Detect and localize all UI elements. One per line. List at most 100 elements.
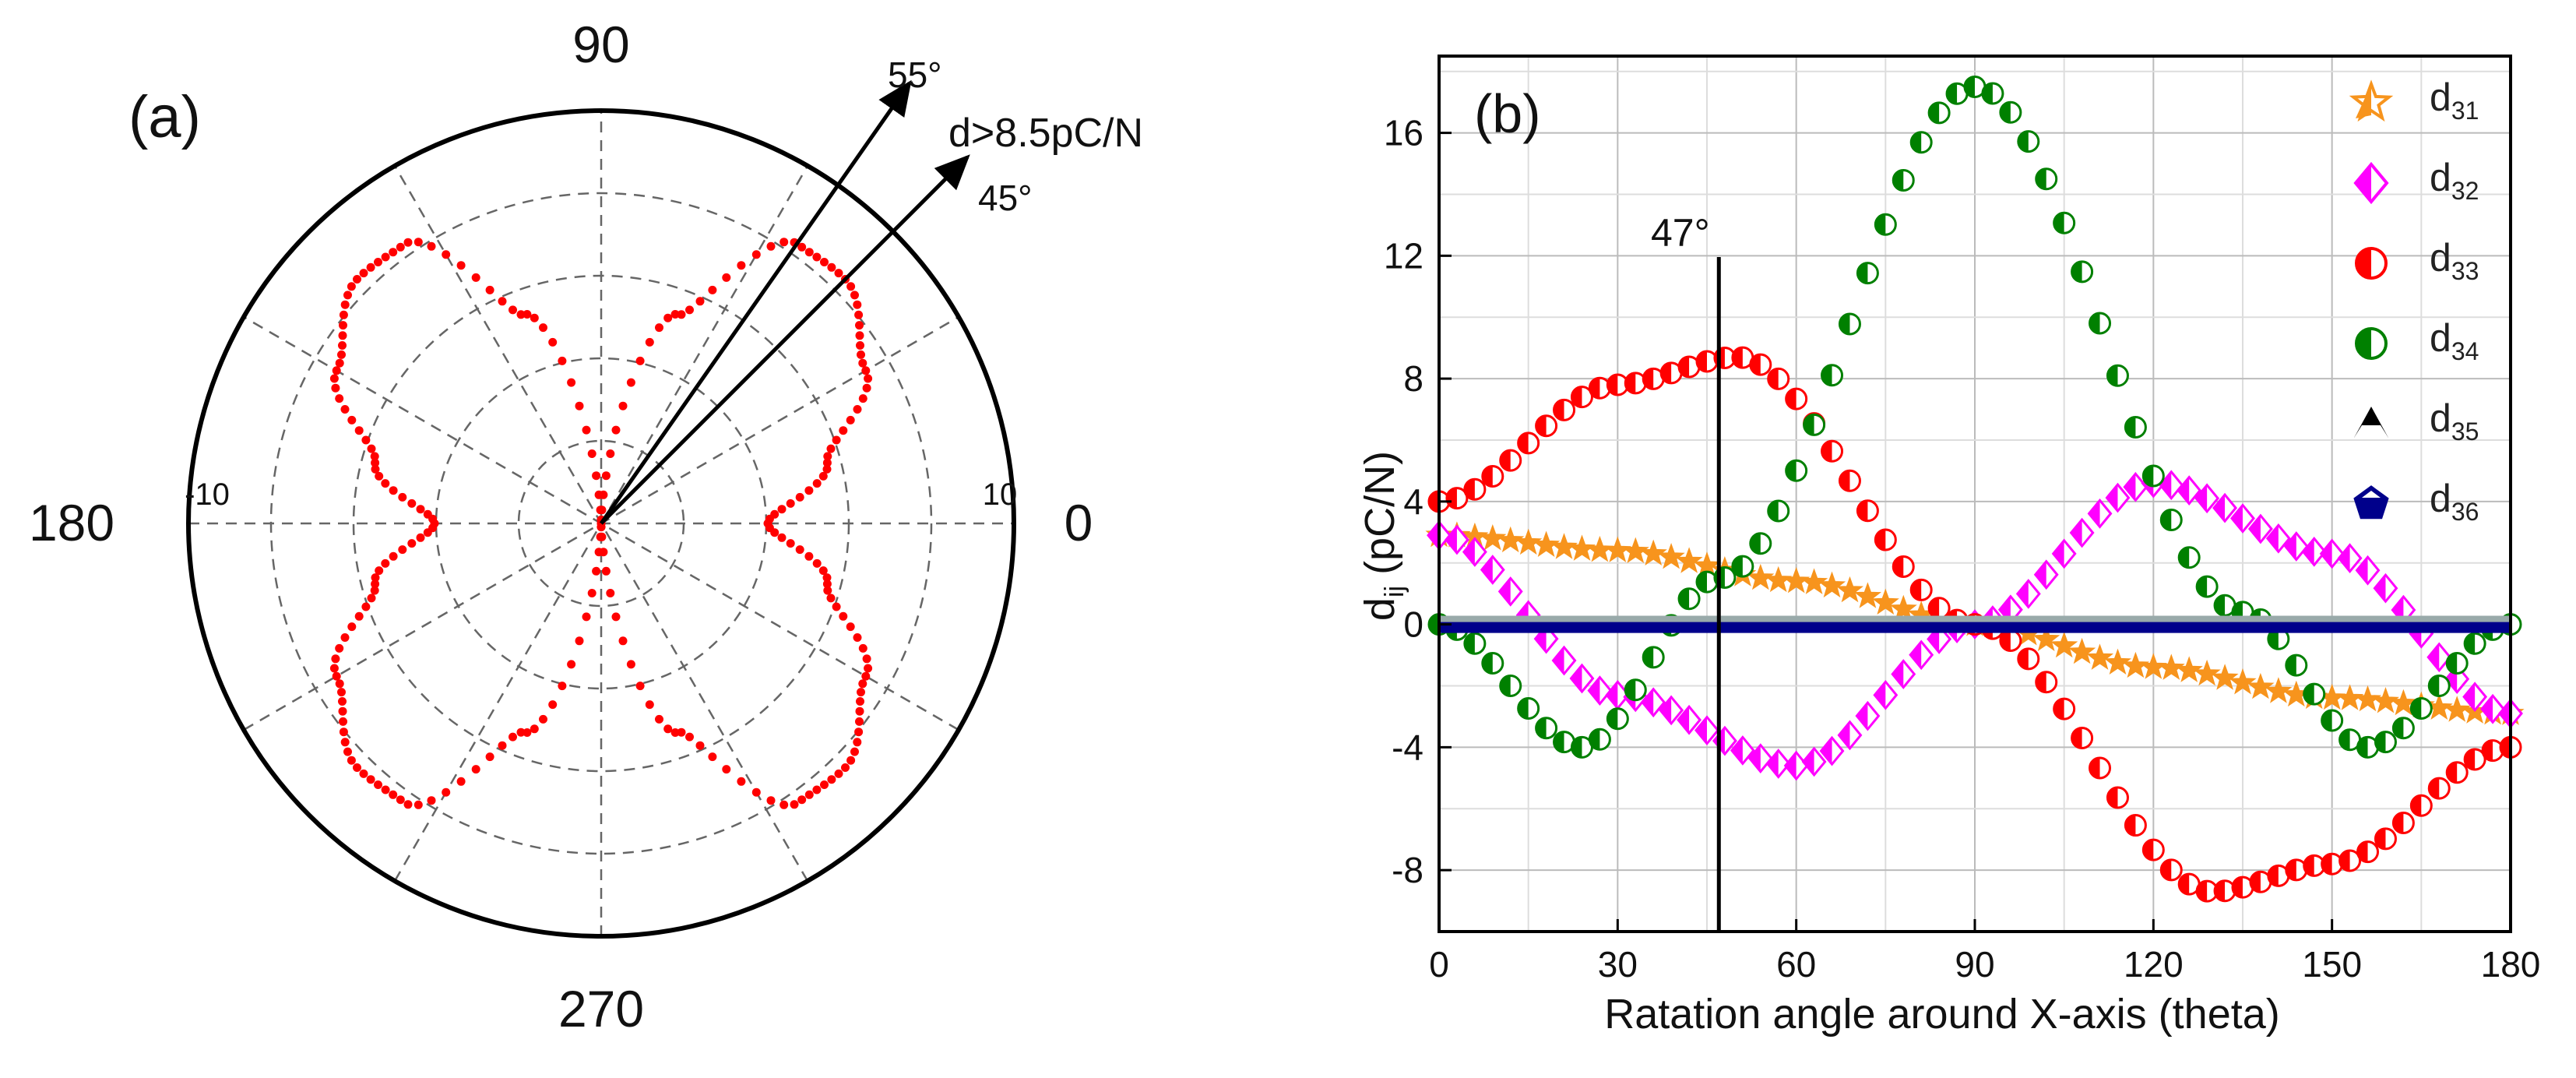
polar-point <box>596 506 605 515</box>
d33-point-fill <box>1786 389 1797 410</box>
d34-point-fill <box>1732 556 1743 577</box>
polar-point <box>861 366 871 375</box>
polar-point <box>820 780 829 789</box>
polar-point <box>587 589 596 597</box>
polar-point <box>655 323 663 333</box>
polar-point <box>389 790 398 799</box>
d33-point-fill <box>2197 881 2208 902</box>
d32-point-fill <box>1821 738 1832 765</box>
polar-point <box>335 394 344 403</box>
d31-point <box>1765 565 1793 593</box>
d34-point-fill <box>2018 131 2029 152</box>
d32-point-fill <box>2071 520 2082 547</box>
d32-point-fill <box>2356 557 2368 584</box>
polar-point <box>471 273 480 282</box>
polar-point <box>375 471 384 481</box>
polar-point <box>456 777 466 786</box>
polar-point <box>777 505 787 514</box>
series-d36 <box>1439 615 2511 633</box>
d33-point-fill <box>2215 880 2226 901</box>
polar-point <box>855 331 864 340</box>
polar-point <box>854 727 864 737</box>
d31-point <box>1675 547 1703 573</box>
d33-point-fill <box>2000 630 2011 651</box>
polar-point <box>416 533 425 542</box>
polar-point <box>812 558 822 568</box>
polar-point <box>353 275 361 284</box>
polar-point <box>381 785 390 794</box>
d33-point-fill <box>1839 470 1850 491</box>
polar-point <box>832 435 841 445</box>
d32-point-fill <box>1428 522 1439 549</box>
d31-point <box>2086 643 2114 670</box>
d34-point-fill <box>1768 500 1779 521</box>
d34-point-fill <box>2465 633 2476 654</box>
polar-point <box>626 660 635 669</box>
d34-point-fill <box>2215 595 2226 616</box>
polar-point <box>413 800 423 809</box>
polar-point <box>804 551 814 561</box>
d32-point-fill <box>2214 495 2226 522</box>
d33-point-fill <box>1732 347 1743 368</box>
d33-point-fill <box>2179 874 2190 895</box>
legend-item-d34: d34 <box>2328 309 2562 386</box>
d33-point-fill <box>2375 828 2386 849</box>
d31-point <box>1747 563 1775 590</box>
polar-point <box>777 533 787 542</box>
d34-point-fill <box>2429 675 2440 696</box>
d32-point-fill <box>2321 540 2332 567</box>
d32-point-fill <box>1553 647 1564 675</box>
d32-point-fill <box>2428 643 2440 671</box>
d33-point-fill <box>2107 787 2118 808</box>
d32-point-fill <box>1892 661 1904 688</box>
y-tick-label: 4 <box>1403 481 1423 522</box>
d33-point-fill <box>2357 841 2368 862</box>
polar-point <box>381 558 390 568</box>
d34-point-fill <box>2053 213 2064 234</box>
polar-point <box>398 545 407 555</box>
y-axis-title-main: d <box>1357 597 1403 621</box>
polar-point <box>853 738 862 747</box>
legend-triangle-lower <box>2354 425 2388 438</box>
d33-point-fill <box>2250 872 2261 893</box>
polar-point <box>592 566 601 576</box>
polar-point <box>685 732 694 742</box>
polar-point <box>416 505 425 514</box>
d34-point-fill <box>2447 653 2458 674</box>
d31-point <box>2193 659 2221 686</box>
polar-point <box>587 449 596 458</box>
polar-point <box>582 612 591 622</box>
d32-point-fill <box>1606 682 1618 709</box>
polar-point <box>335 358 344 368</box>
polar-point <box>539 714 547 724</box>
d34-point-fill <box>1750 533 1761 554</box>
polar-point <box>645 700 654 710</box>
polar-point <box>523 728 532 737</box>
polar-point <box>558 682 567 691</box>
polar-point <box>354 611 364 621</box>
polar-point <box>635 682 645 691</box>
d32-point-fill <box>1660 696 1672 724</box>
d33-point-fill <box>1589 378 1600 399</box>
d33-point-fill <box>1554 400 1564 421</box>
polar-point <box>855 717 864 726</box>
d34-point-fill <box>2036 168 2046 189</box>
d31-point <box>1550 533 1578 559</box>
polar-point <box>765 523 774 533</box>
d34-point-fill <box>2268 629 2279 650</box>
polar-point <box>340 405 350 414</box>
polar-point <box>804 790 814 799</box>
d33-point-fill <box>1536 415 1547 436</box>
polar-point <box>645 337 654 347</box>
polar-outer-circle <box>186 108 1016 939</box>
polar-point <box>398 492 407 502</box>
polar-point <box>340 738 350 747</box>
d32-point-fill <box>1785 752 1797 780</box>
polar-point <box>413 238 423 247</box>
d34-point-fill <box>1464 633 1475 654</box>
d33-point-fill <box>1893 556 1904 577</box>
d33-point-fill <box>2233 877 2243 898</box>
polar-point <box>858 394 867 403</box>
d34-point-fill <box>1500 675 1511 696</box>
